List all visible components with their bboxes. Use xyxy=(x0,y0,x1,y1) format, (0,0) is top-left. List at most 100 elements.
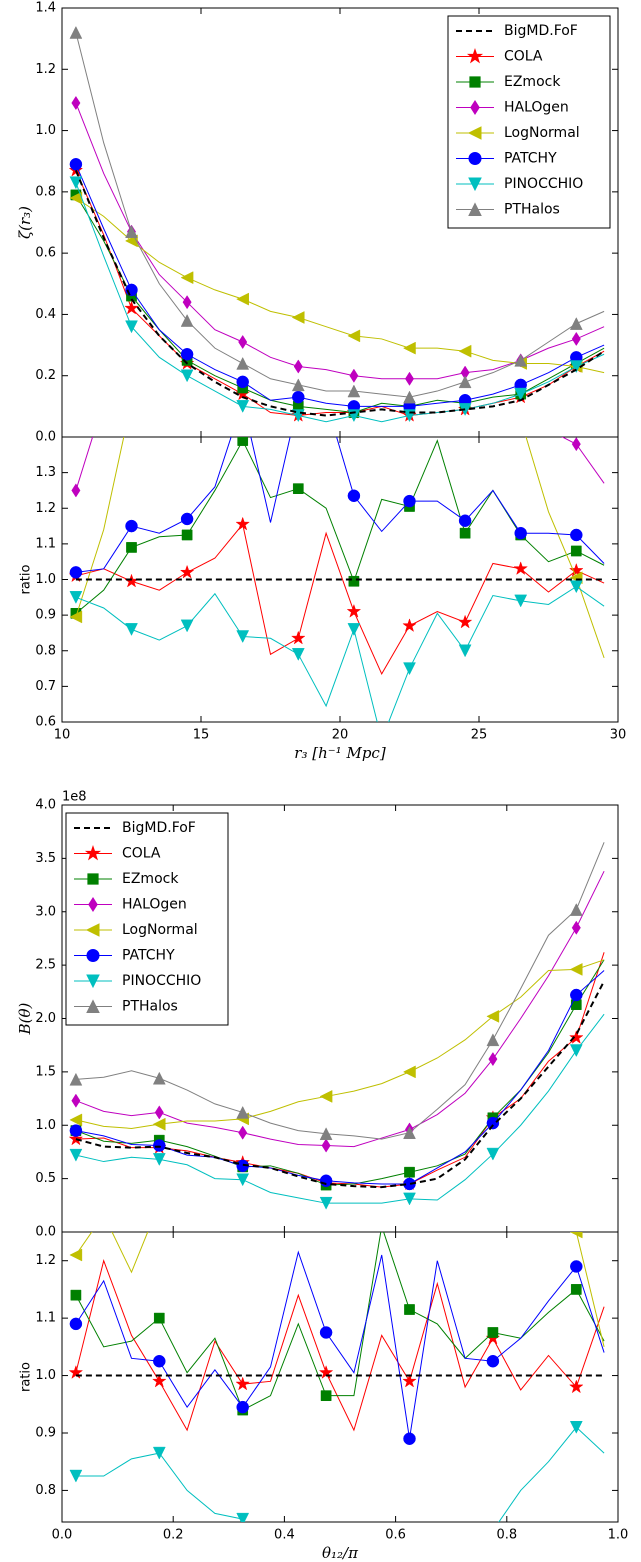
marker xyxy=(69,591,83,604)
y-tick-label: 0.9 xyxy=(35,1425,56,1440)
legend-label: PTHalos xyxy=(122,999,178,1015)
y-tick-label: 1.0 xyxy=(35,1118,56,1133)
marker xyxy=(349,368,359,383)
marker xyxy=(404,360,416,372)
x-tick-label: 25 xyxy=(471,728,488,743)
marker xyxy=(68,1131,84,1146)
marker xyxy=(236,1400,249,1414)
marker xyxy=(486,1009,500,1023)
marker xyxy=(569,580,583,594)
series-line xyxy=(75,182,605,423)
y-tick-label: 0.0 xyxy=(35,1225,56,1240)
legend: BigMD.FoF COLA EZmock HALOgen LogNormal PATCH… xyxy=(65,812,229,1026)
y-tick-label: 1.1 xyxy=(35,1311,56,1326)
legend-marker xyxy=(468,177,482,192)
legend-label: PTHalos xyxy=(504,202,560,218)
legend-marker xyxy=(87,873,99,885)
marker xyxy=(403,1177,416,1191)
marker xyxy=(405,984,413,997)
y-tick-label: 0.4 xyxy=(35,307,56,322)
legend-label: BigMD.FoF xyxy=(504,23,578,39)
legend-label: HALOgen xyxy=(504,100,569,116)
marker xyxy=(568,1030,584,1044)
marker xyxy=(320,1390,332,1402)
legend-label: PINOCCHIO xyxy=(122,973,201,989)
y-tick-label: 0.6 xyxy=(35,715,56,730)
marker xyxy=(69,1248,83,1262)
marker xyxy=(180,369,194,383)
y-tick-label: 1.4 xyxy=(35,1,56,16)
legend-label: COLA xyxy=(504,49,543,65)
legend-marker xyxy=(468,202,482,216)
marker xyxy=(69,566,83,579)
marker xyxy=(291,648,305,661)
legend-marker xyxy=(85,923,100,937)
plot-area xyxy=(68,842,605,1210)
series-line xyxy=(75,842,605,1140)
legend-label: BigMD.FoF xyxy=(122,820,196,836)
marker xyxy=(570,545,582,557)
marker xyxy=(69,1469,83,1483)
x-axis-label: r₃ [h⁻¹ Mpc] xyxy=(294,744,386,762)
marker xyxy=(236,356,250,370)
y-tick-label: 1.5 xyxy=(35,1064,56,1079)
series-line xyxy=(74,170,605,417)
marker xyxy=(405,359,413,372)
marker xyxy=(458,644,472,658)
marker xyxy=(179,564,195,579)
marker xyxy=(486,1033,500,1047)
marker xyxy=(513,561,529,576)
marker xyxy=(236,1512,250,1522)
legend-label: EZmock xyxy=(122,871,179,887)
y-tick-label: 0.9 xyxy=(35,608,56,623)
y-tick-label: 1.2 xyxy=(35,1253,56,1268)
marker xyxy=(125,320,138,334)
marker xyxy=(347,329,361,343)
marker xyxy=(153,1197,165,1209)
y-tick-label: 1.2 xyxy=(35,501,56,516)
legend-marker xyxy=(84,845,102,861)
marker xyxy=(404,755,416,767)
legend-label: HALOgen xyxy=(122,897,187,913)
y-tick-label: 1.0 xyxy=(35,123,56,138)
y-tick-label: 0.2 xyxy=(35,368,56,383)
marker xyxy=(237,979,249,991)
marker xyxy=(404,1304,415,1315)
marker xyxy=(568,562,584,577)
marker xyxy=(236,1105,250,1119)
marker xyxy=(181,217,193,229)
marker xyxy=(404,49,416,61)
y-tick-label: 0.7 xyxy=(35,679,56,694)
legend-marker xyxy=(466,48,484,64)
marker xyxy=(486,1354,500,1368)
series-line xyxy=(75,437,605,573)
marker xyxy=(152,1071,166,1085)
marker xyxy=(180,348,194,361)
marker xyxy=(486,1116,500,1130)
marker xyxy=(405,371,414,386)
legend-label: EZmock xyxy=(504,74,561,90)
marker xyxy=(125,519,138,533)
marker xyxy=(71,483,81,498)
marker xyxy=(515,413,527,425)
marker xyxy=(322,1059,330,1072)
marker xyxy=(569,1232,583,1239)
marker xyxy=(125,225,138,238)
marker xyxy=(487,795,499,807)
marker xyxy=(319,1127,333,1141)
plot-frame xyxy=(61,1231,619,1523)
marker xyxy=(236,1173,250,1187)
marker xyxy=(347,384,361,398)
marker xyxy=(319,1196,333,1210)
legend-label: PATCHY xyxy=(122,948,175,964)
marker xyxy=(457,614,473,629)
marker xyxy=(69,1072,83,1086)
marker xyxy=(514,594,528,608)
plot-area xyxy=(68,217,605,722)
marker xyxy=(348,253,360,265)
marker xyxy=(402,1373,417,1388)
marker xyxy=(458,514,472,527)
x-tick-label: 30 xyxy=(610,728,627,743)
marker xyxy=(570,1284,582,1295)
